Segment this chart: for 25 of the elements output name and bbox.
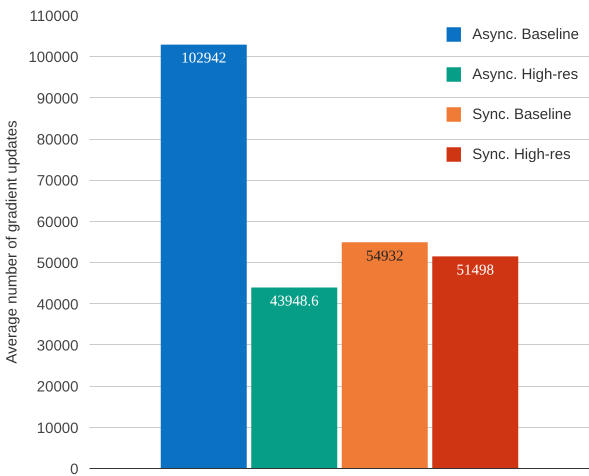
data-label: 51498	[456, 262, 494, 278]
data-label: 43948.6	[270, 294, 320, 310]
y-tick-label: 90000	[36, 90, 79, 108]
y-axis-title: Average number of gradient updates	[3, 120, 20, 364]
y-tick-label: 50000	[36, 255, 79, 272]
bar	[251, 288, 338, 468]
y-tick-label: 70000	[36, 172, 79, 190]
data-label: 102942	[181, 50, 226, 67]
y-tick-label: 0	[70, 461, 78, 476]
y-tick-label: 60000	[36, 214, 79, 231]
data-label: 54932	[366, 248, 404, 264]
y-tick-label: 100000	[28, 49, 79, 66]
bar	[342, 242, 428, 468]
legend-label: Async. High-res	[472, 66, 578, 82]
bar	[432, 256, 518, 468]
y-tick-label: 10000	[36, 420, 79, 437]
y-tick-label: 40000	[36, 296, 79, 314]
legend-label: Async. Baseline	[472, 26, 579, 42]
legend-label: Sync. Baseline	[472, 106, 572, 122]
y-tick-label: 80000	[36, 132, 79, 149]
legend-label: Sync. High-res	[472, 146, 571, 162]
bar	[160, 44, 247, 468]
y-tick-label: 20000	[36, 378, 79, 396]
y-tick-label: 110000	[30, 8, 79, 25]
y-tick-label: 30000	[36, 337, 79, 354]
